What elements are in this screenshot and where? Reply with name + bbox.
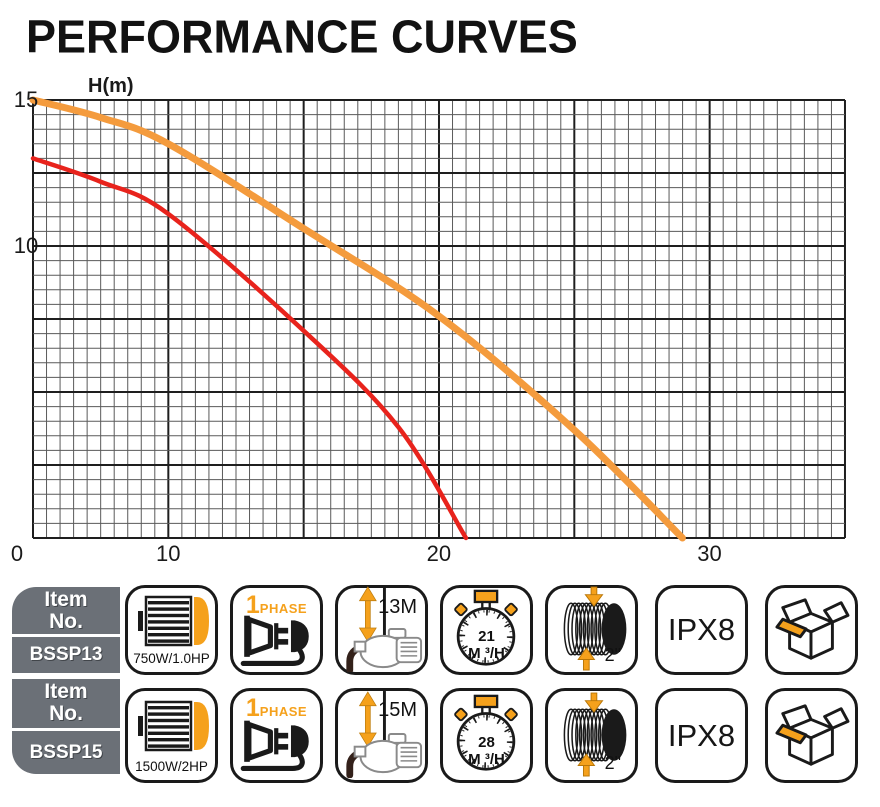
phase-label: 1PHASE xyxy=(245,591,308,619)
model-label: BSSP13 xyxy=(12,637,120,673)
x-tick-label: 30 xyxy=(697,541,721,566)
max-flow-icon-box-2: 28 M ³/H xyxy=(440,688,533,783)
protection-icon-box-2: IPX8 xyxy=(655,688,748,783)
y-tick-label: 15 xyxy=(14,87,38,112)
curve-bssp15 xyxy=(29,96,686,542)
phase-icon-box-2: 1PHASE xyxy=(230,688,323,783)
power-rating: 750W/1.0HP xyxy=(133,651,210,666)
hose-coil-icon xyxy=(552,690,634,780)
motor-icon xyxy=(137,699,209,753)
hose-coil-icon xyxy=(552,585,634,673)
curve-bssp13 xyxy=(30,156,469,541)
item-label-box-2: Item No. BSSP15 xyxy=(12,679,120,774)
ip-rating: IPX8 xyxy=(667,717,736,753)
item-no-label: Item No. xyxy=(12,679,120,728)
model-label: BSSP15 xyxy=(12,731,120,774)
max-head-icon-box-2: 15M xyxy=(335,688,428,783)
motor-power-icon-box-2: 1500W/2HP xyxy=(125,688,218,783)
hose-size-value: 2" xyxy=(604,645,621,665)
max-flow-value: 21 M ³/H xyxy=(468,628,505,662)
x-tick-label: 20 xyxy=(427,541,451,566)
performance-chart: H(m) 15 10 0 10 20 30 xyxy=(11,75,846,566)
motor-power-icon-box-1: 750W/1.0HP xyxy=(125,585,218,675)
motor-icon xyxy=(137,594,209,648)
y-tick-label: 10 xyxy=(14,233,38,258)
carton-box-icon xyxy=(770,699,852,771)
plug-icon xyxy=(239,611,313,669)
protection-icon-box-1: IPX8 xyxy=(655,585,748,675)
ip-rating: IPX8 xyxy=(667,612,736,647)
plug-icon xyxy=(239,716,313,774)
hose-size-icon-box-2: 2" xyxy=(545,688,638,783)
max-head-icon-box-1: 13M xyxy=(335,585,428,675)
max-flow-value: 28 M ³/H xyxy=(468,734,505,768)
max-flow-icon-box-1: 21 M ³/H xyxy=(440,585,533,675)
item-no-label: Item No. xyxy=(12,587,120,634)
y-axis-title: H(m) xyxy=(88,75,134,97)
x-tick-label: 10 xyxy=(156,541,180,566)
item-label-box-1: Item No. BSSP13 xyxy=(12,587,120,673)
phase-label: 1PHASE xyxy=(245,694,308,722)
page-title: PERFORMANCE CURVES xyxy=(26,10,578,64)
phase-icon-box-1: 1PHASE xyxy=(230,585,323,675)
carton-box-icon xyxy=(770,593,852,665)
x-tick-label: 0 xyxy=(11,541,23,566)
max-head-value: 15M xyxy=(378,699,417,721)
packaging-icon-box-2 xyxy=(765,688,858,783)
power-rating: 1500W/2HP xyxy=(135,759,208,774)
packaging-icon-box-1 xyxy=(765,585,858,675)
hose-size-value: 2" xyxy=(604,753,621,773)
hose-size-icon-box-1: 2" xyxy=(545,585,638,675)
max-head-value: 13M xyxy=(378,596,417,618)
